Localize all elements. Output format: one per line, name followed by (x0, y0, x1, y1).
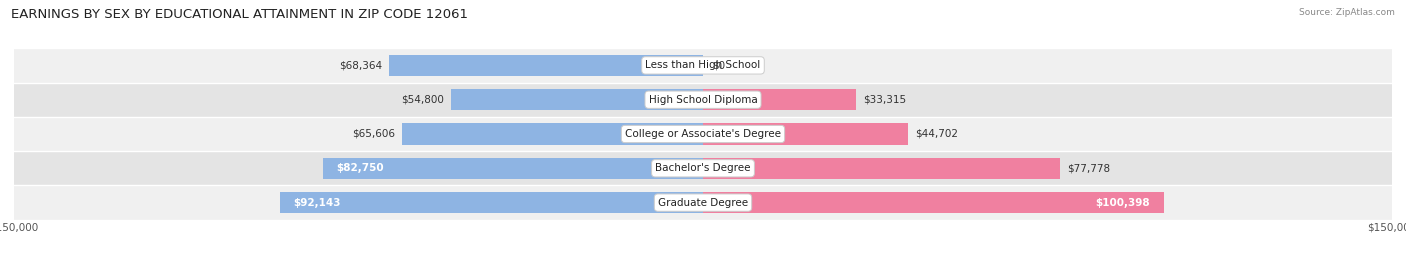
Text: $33,315: $33,315 (863, 95, 905, 105)
Text: $68,364: $68,364 (339, 60, 382, 70)
Text: $92,143: $92,143 (294, 198, 342, 208)
Text: $0: $0 (713, 60, 725, 70)
Bar (14, 185, 1392, 220)
Text: $82,750: $82,750 (336, 163, 384, 173)
Text: Less than High School: Less than High School (645, 60, 761, 70)
Text: Source: ZipAtlas.com: Source: ZipAtlas.com (1299, 8, 1395, 17)
Bar (14, 117, 1392, 151)
Bar (703, 89, 856, 110)
Bar (402, 123, 703, 145)
Text: High School Diploma: High School Diploma (648, 95, 758, 105)
Bar (703, 192, 1164, 213)
Bar (14, 83, 1392, 117)
Text: $44,702: $44,702 (915, 129, 959, 139)
Bar (14, 48, 1392, 83)
Text: $65,606: $65,606 (352, 129, 395, 139)
Bar (280, 192, 703, 213)
Text: $100,398: $100,398 (1095, 198, 1150, 208)
Text: EARNINGS BY SEX BY EDUCATIONAL ATTAINMENT IN ZIP CODE 12061: EARNINGS BY SEX BY EDUCATIONAL ATTAINMEN… (11, 8, 468, 21)
Text: $77,778: $77,778 (1067, 163, 1111, 173)
Text: College or Associate's Degree: College or Associate's Degree (626, 129, 780, 139)
Bar (14, 151, 1392, 185)
Text: $54,800: $54,800 (402, 95, 444, 105)
Bar (389, 55, 703, 76)
Bar (703, 158, 1060, 179)
Text: Graduate Degree: Graduate Degree (658, 198, 748, 208)
Bar (451, 89, 703, 110)
Text: Bachelor's Degree: Bachelor's Degree (655, 163, 751, 173)
Bar (703, 123, 908, 145)
Bar (323, 158, 703, 179)
